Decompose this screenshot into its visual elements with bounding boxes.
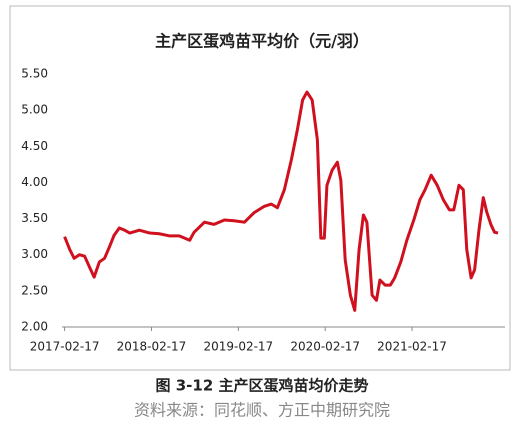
- y-tick-label: 5.50: [21, 67, 48, 81]
- y-tick-label: 2.50: [21, 283, 48, 297]
- y-tick-label: 5.00: [21, 103, 48, 117]
- x-tick-label: 2020-02-17: [290, 340, 360, 354]
- y-tick-label: 3.50: [21, 211, 48, 225]
- y-tick-label: 3.00: [21, 247, 48, 261]
- x-tick-label: 2019-02-17: [203, 340, 273, 354]
- caption: 图 3-12 主产区蛋鸡苗均价走势: [156, 377, 369, 395]
- x-tick-label: 2018-02-17: [117, 340, 187, 354]
- source: 资料来源：同花顺、方正中期研究院: [134, 401, 390, 420]
- y-tick-label: 2.00: [21, 320, 48, 334]
- line-series: [63, 90, 499, 312]
- x-tick-label: 2021-02-17: [377, 340, 447, 354]
- chart-title: 主产区蛋鸡苗平均价（元/羽）: [155, 32, 369, 51]
- x-tick-label: 2017-02-17: [30, 340, 100, 354]
- y-tick-label: 4.00: [21, 175, 48, 189]
- chart-frame: [9, 5, 511, 371]
- y-tick-label: 4.50: [21, 139, 48, 153]
